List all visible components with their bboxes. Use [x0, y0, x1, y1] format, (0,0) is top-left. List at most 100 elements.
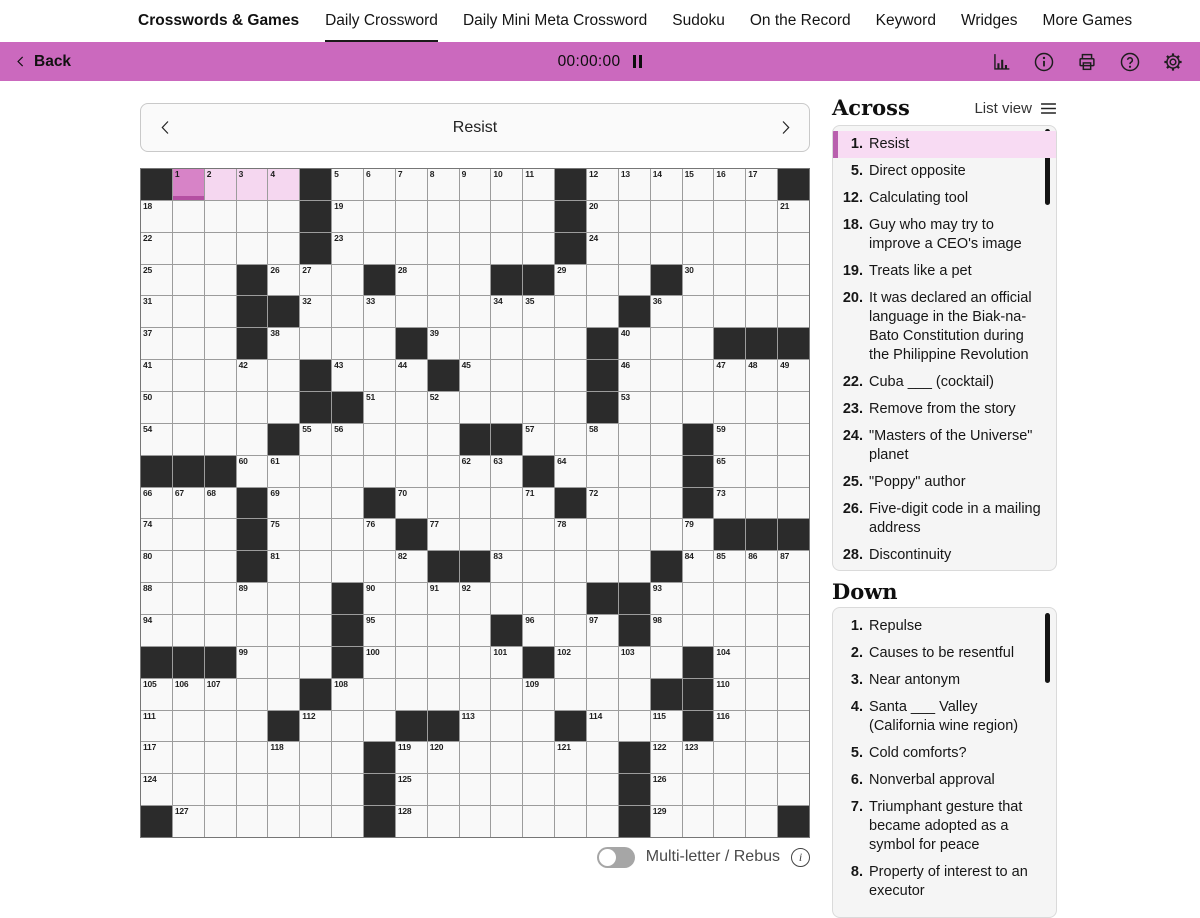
grid-cell-r20c18[interactable] [682, 774, 714, 806]
grid-cell-r4c3[interactable] [204, 264, 236, 296]
grid-cell-r11c12[interactable] [491, 487, 523, 519]
grid-cell-r21c7[interactable] [332, 806, 363, 837]
grid-cell-r3c7[interactable]: 23 [332, 232, 363, 264]
grid-cell-r3c5[interactable] [268, 232, 300, 264]
grid-cell-r16c10[interactable] [427, 646, 459, 678]
grid-cell-r18c4[interactable] [236, 710, 268, 742]
grid-cell-r7c5[interactable] [268, 360, 300, 391]
grid-cell-r10c11[interactable]: 62 [459, 455, 491, 487]
grid-cell-r19c6[interactable] [300, 742, 332, 774]
clue-down-7[interactable]: 7. Triumphant gesture that became adopted… [833, 794, 1056, 859]
clue-down-3[interactable]: 3. Near antonym [833, 667, 1056, 694]
grid-cell-r12c7[interactable] [332, 519, 363, 551]
grid-cell-r9c6[interactable]: 55 [300, 423, 332, 455]
grid-cell-r21c2[interactable]: 127 [172, 806, 204, 837]
grid-cell-r8c1[interactable]: 50 [141, 392, 172, 423]
grid-cell-r19c12[interactable] [491, 742, 523, 774]
grid-cell-r21c17[interactable]: 129 [650, 806, 682, 837]
grid-cell-r6c1[interactable]: 37 [141, 328, 172, 360]
grid-cell-r19c2[interactable] [172, 742, 204, 774]
grid-cell-r11c19[interactable]: 73 [714, 487, 746, 519]
grid-cell-r9c2[interactable] [172, 423, 204, 455]
grid-cell-r6c7[interactable] [332, 328, 363, 360]
grid-cell-r6c5[interactable]: 38 [268, 328, 300, 360]
grid-cell-r11c17[interactable] [650, 487, 682, 519]
grid-cell-r17c9[interactable] [395, 678, 427, 710]
grid-cell-r9c16[interactable] [618, 423, 650, 455]
grid-cell-r8c11[interactable] [459, 392, 491, 423]
grid-cell-r7c18[interactable] [682, 360, 714, 391]
grid-cell-r11c20[interactable] [746, 487, 778, 519]
grid-cell-r3c19[interactable] [714, 232, 746, 264]
grid-cell-r8c4[interactable] [236, 392, 268, 423]
clue-across-26[interactable]: 26. Five-digit code in a mailing address [833, 496, 1056, 542]
grid-cell-r14c14[interactable] [555, 583, 586, 614]
grid-cell-r12c5[interactable]: 75 [268, 519, 300, 551]
grid-cell-r5c14[interactable] [555, 296, 586, 328]
grid-cell-r7c2[interactable] [172, 360, 204, 391]
clue-across-24[interactable]: 24. "Masters of the Universe" planet [833, 423, 1056, 469]
grid-cell-r8c9[interactable] [395, 392, 427, 423]
grid-cell-r20c12[interactable] [491, 774, 523, 806]
grid-cell-r5c13[interactable]: 35 [523, 296, 555, 328]
grid-cell-r3c13[interactable] [523, 232, 555, 264]
grid-cell-r7c11[interactable]: 45 [459, 360, 491, 391]
grid-cell-r9c13[interactable]: 57 [523, 423, 555, 455]
grid-cell-r2c13[interactable] [523, 200, 555, 232]
grid-cell-r17c8[interactable] [364, 678, 395, 710]
grid-cell-r20c2[interactable] [172, 774, 204, 806]
grid-cell-r6c17[interactable] [650, 328, 682, 360]
grid-cell-r12c16[interactable] [618, 519, 650, 551]
grid-cell-r7c7[interactable]: 43 [332, 360, 363, 391]
grid-cell-r4c15[interactable] [587, 264, 618, 296]
grid-cell-r16c8[interactable]: 100 [364, 646, 395, 678]
grid-cell-r2c15[interactable]: 20 [587, 200, 618, 232]
grid-cell-r1c12[interactable]: 10 [491, 169, 523, 200]
grid-cell-r8c2[interactable] [172, 392, 204, 423]
grid-cell-r16c20[interactable] [746, 646, 778, 678]
grid-cell-r18c6[interactable]: 112 [300, 710, 332, 742]
grid-cell-r16c14[interactable]: 102 [555, 646, 586, 678]
nav-tab-wridges[interactable]: Wridges [960, 12, 1018, 29]
across-scrollbar[interactable] [1045, 129, 1050, 205]
grid-cell-r12c17[interactable] [650, 519, 682, 551]
grid-cell-r1c11[interactable]: 9 [459, 169, 491, 200]
grid-cell-r8c20[interactable] [746, 392, 778, 423]
grid-cell-r10c20[interactable] [746, 455, 778, 487]
grid-cell-r14c3[interactable] [204, 583, 236, 614]
grid-cell-r7c21[interactable]: 49 [778, 360, 809, 391]
grid-cell-r8c18[interactable] [682, 392, 714, 423]
grid-cell-r7c12[interactable] [491, 360, 523, 391]
grid-cell-r21c20[interactable] [746, 806, 778, 837]
grid-cell-r19c19[interactable] [714, 742, 746, 774]
grid-cell-r13c21[interactable]: 87 [778, 551, 809, 583]
grid-cell-r20c14[interactable] [555, 774, 586, 806]
clue-across-23[interactable]: 23. Remove from the story [833, 396, 1056, 423]
grid-cell-r4c9[interactable]: 28 [395, 264, 427, 296]
grid-cell-r18c8[interactable] [364, 710, 395, 742]
grid-cell-r2c20[interactable] [746, 200, 778, 232]
grid-cell-r11c16[interactable] [618, 487, 650, 519]
grid-cell-r1c10[interactable]: 8 [427, 169, 459, 200]
grid-cell-r9c19[interactable]: 59 [714, 423, 746, 455]
grid-cell-r2c21[interactable]: 21 [778, 200, 809, 232]
grid-cell-r21c6[interactable] [300, 806, 332, 837]
grid-cell-r5c7[interactable] [332, 296, 363, 328]
grid-cell-r3c1[interactable]: 22 [141, 232, 172, 264]
grid-cell-r18c17[interactable]: 115 [650, 710, 682, 742]
grid-cell-r11c9[interactable]: 70 [395, 487, 427, 519]
grid-cell-r20c13[interactable] [523, 774, 555, 806]
grid-cell-r4c19[interactable] [714, 264, 746, 296]
list-view-button[interactable]: List view [974, 100, 1057, 117]
grid-cell-r15c14[interactable] [555, 615, 586, 646]
grid-cell-r5c15[interactable] [587, 296, 618, 328]
grid-cell-r5c11[interactable] [459, 296, 491, 328]
grid-cell-r11c5[interactable]: 69 [268, 487, 300, 519]
grid-cell-r19c17[interactable]: 122 [650, 742, 682, 774]
grid-cell-r10c12[interactable]: 63 [491, 455, 523, 487]
grid-cell-r13c5[interactable]: 81 [268, 551, 300, 583]
grid-cell-r14c12[interactable] [491, 583, 523, 614]
grid-cell-r7c17[interactable] [650, 360, 682, 391]
grid-cell-r15c10[interactable] [427, 615, 459, 646]
clue-across-28[interactable]: 28. Discontinuity [833, 542, 1056, 569]
